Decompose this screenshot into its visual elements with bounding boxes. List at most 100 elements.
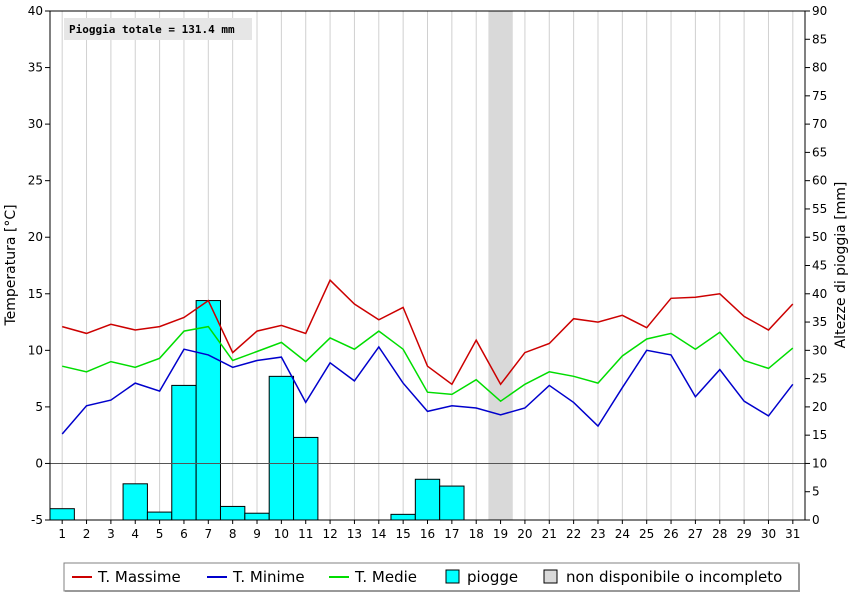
left-tick-label-5: 5 [35,400,43,414]
x-tick-label-16: 16 [420,527,435,541]
x-tick-label-24: 24 [615,527,630,541]
right-tick-labels: 0 5 10 15 20 25 30 35 40 45 50 55 60 65 70 75 80 85 90 [812,4,827,527]
x-tick-labels: 1 2 3 4 5 6 7 8 9 10 11 12 13 14 15 16 17 18 19 20 21 22 23 24 2… [58,527,800,541]
x-tick-label-30: 30 [761,527,776,541]
x-tick-label-18: 18 [469,527,484,541]
left-tick-label--5: -5 [31,513,43,527]
x-tick-label-19: 19 [493,527,508,541]
x-tick-label-2: 2 [83,527,91,541]
rain-bar-day-6 [171,384,197,521]
legend-item-min: T. Minime [207,568,305,586]
right-tick-label-90: 90 [812,4,827,18]
legend-item-avg: T. Medie [329,568,417,586]
x-tick-label-3: 3 [107,527,115,541]
legend-label-avg: T. Medie [354,568,417,586]
x-tick-label-21: 21 [542,527,557,541]
ticks-layer [45,10,810,524]
legend-item-max: T. Massime [72,568,181,586]
left-tick-label-30: 30 [28,117,43,131]
right-tick-label-0: 0 [812,513,820,527]
left-axis-title: Temperatura [°C] [3,204,19,326]
left-tick-label-20: 20 [28,230,43,244]
x-tick-label-12: 12 [322,527,337,541]
x-tick-label-31: 31 [785,527,800,541]
missing-band-day-19 [488,11,513,520]
series-line-t-massime [61,278,794,386]
right-tick-label-40: 40 [812,287,827,301]
x-tick-label-23: 23 [590,527,605,541]
legend-label-missing: non disponibile o incompleto [566,568,782,586]
legend-label-min: T. Minime [232,568,305,586]
x-tick-label-22: 22 [566,527,581,541]
legend-item-missing: non disponibile o incompleto [543,568,782,586]
left-tick-label-35: 35 [28,61,43,75]
x-tick-label-5: 5 [156,527,164,541]
grid-layer [61,11,794,520]
annotation-text: Pioggia totale = 131.4 mm [69,23,235,36]
rain-bar-day-15 [390,513,416,521]
x-tick-label-1: 1 [58,527,66,541]
right-tick-label-50: 50 [812,230,827,244]
temperature-lines-layer [61,278,794,435]
rain-bar-day-8 [219,505,246,521]
rain-bar-day-4 [122,483,148,521]
left-tick-label-40: 40 [28,4,43,18]
x-tick-label-17: 17 [444,527,459,541]
x-tick-label-28: 28 [712,527,727,541]
left-tick-label-10: 10 [28,343,43,357]
x-tick-label-14: 14 [371,527,386,541]
legend-label-rain: piogge [467,568,518,586]
rain-bar-day-5 [146,511,173,521]
x-tick-label-4: 4 [131,527,139,541]
right-tick-label-55: 55 [812,202,827,216]
annotation-box: Pioggia totale = 131.4 mm [64,18,252,40]
series-line-t-minime [61,345,794,435]
x-tick-label-11: 11 [298,527,313,541]
right-tick-label-60: 60 [812,174,827,188]
right-tick-label-5: 5 [812,485,820,499]
left-tick-label-0: 0 [35,456,43,470]
legend-label-max: T. Massime [97,568,181,586]
rain-bar-day-17 [439,485,465,521]
right-tick-label-10: 10 [812,456,827,470]
left-tick-label-15: 15 [28,287,43,301]
rain-bar-day-16 [414,478,441,521]
right-tick-label-15: 15 [812,428,827,442]
x-tick-label-15: 15 [396,527,411,541]
right-tick-label-35: 35 [812,315,827,329]
right-tick-label-20: 20 [812,400,827,414]
x-tick-label-29: 29 [736,527,751,541]
x-tick-label-27: 27 [688,527,703,541]
x-tick-label-6: 6 [180,527,188,541]
missing-data-layer [488,11,513,520]
left-tick-label-25: 25 [28,174,43,188]
right-tick-label-75: 75 [812,89,827,103]
right-tick-label-25: 25 [812,372,827,386]
right-tick-label-85: 85 [812,32,827,46]
rain-bar-day-9 [244,512,270,521]
x-tick-label-10: 10 [274,527,289,541]
right-tick-label-30: 30 [812,343,827,357]
x-tick-label-25: 25 [639,527,654,541]
x-tick-label-7: 7 [204,527,212,541]
left-tick-labels: -5 0 5 10 15 20 25 30 35 40 [28,4,43,527]
rain-bars-layer [49,300,465,521]
legend: T. Massime T. Minime T. Medie piogge non… [63,562,800,592]
rain-bar-day-1 [49,508,75,521]
right-tick-label-80: 80 [812,61,827,75]
rain-bar-day-7 [195,300,221,521]
rain-bar-day-11 [293,436,319,521]
x-tick-label-8: 8 [229,527,237,541]
x-tick-label-9: 9 [253,527,261,541]
x-tick-label-26: 26 [663,527,678,541]
right-tick-label-70: 70 [812,117,827,131]
right-axis-title: Altezze di pioggia [mm] [833,182,849,349]
x-tick-label-20: 20 [517,527,532,541]
rain-bar-day-10 [268,375,295,521]
x-tick-label-13: 13 [347,527,362,541]
right-tick-label-65: 65 [812,145,827,159]
series-line-t-medie [62,325,794,403]
right-tick-label-45: 45 [812,259,827,273]
legend-item-rain: piogge [445,568,518,586]
